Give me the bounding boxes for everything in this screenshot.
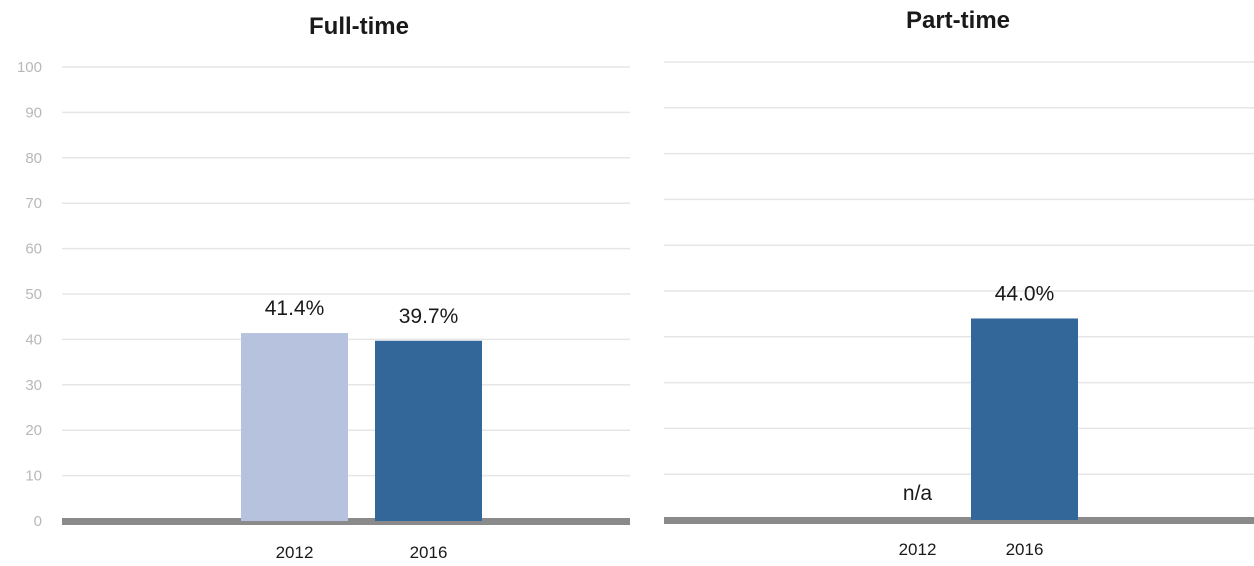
category-label-2012: 2012 <box>899 540 937 559</box>
bar-2012 <box>241 333 348 521</box>
data-label-2016: 39.7% <box>399 305 459 328</box>
part-time-labels: n/a 2012 44.0% 2016 <box>899 282 1055 559</box>
full-time-panel: Full-time 0 10 20 30 40 50 60 70 80 90 100 41.4% 20… <box>17 13 630 562</box>
data-label-2012: n/a <box>903 482 933 505</box>
y-tick-label: 0 <box>34 513 42 530</box>
bar-2016 <box>971 318 1078 520</box>
y-tick-label: 20 <box>25 422 42 439</box>
full-time-title: Full-time <box>309 13 409 40</box>
full-time-baseline <box>62 518 630 525</box>
y-tick-label: 100 <box>17 59 42 76</box>
y-tick-label: 50 <box>25 286 42 303</box>
bar-2016 <box>375 340 482 521</box>
category-label-2016: 2016 <box>1006 540 1044 559</box>
data-label-2012: 41.4% <box>265 297 325 320</box>
y-tick-label: 70 <box>25 195 42 212</box>
data-label-2016: 44.0% <box>995 282 1055 305</box>
part-time-baseline <box>664 517 1254 524</box>
part-time-bars <box>971 318 1078 520</box>
y-tick-label: 90 <box>25 104 42 121</box>
y-tick-label: 80 <box>25 150 42 167</box>
full-time-labels: 41.4% 2012 39.7% 2016 <box>265 297 459 562</box>
category-label-2012: 2012 <box>276 543 314 562</box>
y-tick-label: 10 <box>25 468 42 485</box>
full-time-gridlines <box>62 66 630 477</box>
y-tick-label: 40 <box>25 331 42 348</box>
part-time-title: Part-time <box>906 7 1010 34</box>
y-tick-label: 30 <box>25 377 42 394</box>
full-time-bars <box>241 333 482 521</box>
y-tick-label: 60 <box>25 241 42 258</box>
part-time-gridlines <box>664 61 1254 475</box>
part-time-panel: Part-time n/a 2012 44.0% 2016 <box>664 7 1254 559</box>
y-axis-tick-labels: 0 10 20 30 40 50 60 70 80 90 100 <box>17 59 42 530</box>
category-label-2016: 2016 <box>410 543 448 562</box>
